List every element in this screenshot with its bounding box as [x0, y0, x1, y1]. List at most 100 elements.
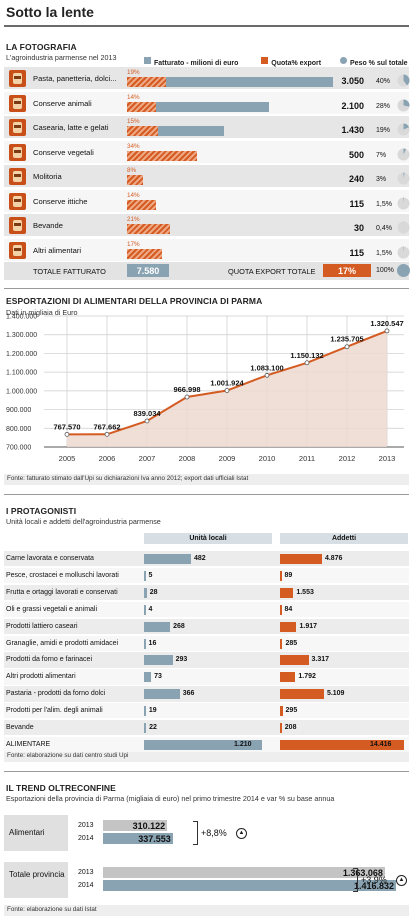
unita-locali-value: 482 — [194, 555, 206, 562]
unita-locali-bar — [144, 638, 146, 649]
col-header-addetti-bg — [280, 533, 408, 544]
trend-bracket — [193, 821, 198, 845]
trend-group-name: Alimentari — [9, 828, 45, 837]
trend-value: 1.416.832 — [353, 881, 394, 891]
up-arrow-icon: ▲ — [236, 828, 247, 839]
trend-year-label: 2013 — [78, 822, 94, 829]
trend-year-label: 2014 — [78, 882, 94, 889]
peso-value: 1,5% — [376, 249, 392, 257]
x-tick-label: 2006 — [99, 454, 116, 463]
peso-value: 3% — [376, 176, 387, 183]
peso-value: 19% — [376, 127, 391, 134]
fotografia-row-bg — [4, 238, 409, 261]
trend-group-name: Totale provincia — [9, 870, 65, 879]
x-tick-label: 2007 — [139, 454, 156, 463]
col-header-unita-bg — [144, 533, 272, 544]
addetti-bar — [280, 655, 309, 666]
unita-locali-value: 28 — [149, 588, 158, 596]
export-line-chart: 1.400.000 1.300.000 1.200.000 1.100.000 1.00… — [6, 314, 404, 463]
addetti-value: 1.553 — [296, 588, 314, 596]
addetti-bar — [280, 638, 283, 649]
quota-export-label: 14% — [127, 93, 140, 101]
unita-locali-bar — [144, 655, 173, 666]
fotografia-row-bg — [4, 189, 409, 212]
protagonisti-row-bg — [4, 567, 409, 584]
pasta-icon — [9, 70, 26, 87]
peso-pie-icon — [397, 246, 410, 258]
trend-subtitle: Esportazioni della provincia di Parma (m… — [6, 794, 335, 803]
legend-fatturato: Fatturato - milioni di euro — [154, 60, 239, 67]
addetti-bar — [280, 621, 297, 632]
peso-value: 0,4% — [376, 225, 392, 232]
quota-export-bar — [127, 199, 156, 210]
molitoria-icon — [9, 168, 26, 185]
unita-locali-value: 16 — [148, 639, 157, 647]
trend-footnote: Fonte: elaborazione su dati Istat — [4, 905, 409, 916]
trend-bar — [103, 820, 168, 831]
unita-locali-value: 293 — [175, 656, 188, 664]
unita-locali-bar — [144, 739, 262, 750]
quota-export-bar — [127, 175, 144, 185]
unita-locali-bar — [144, 604, 146, 615]
export-point — [184, 394, 190, 400]
quota-export-value: 17% — [323, 264, 371, 277]
trend-change-value: +8,8% — [201, 828, 227, 838]
fotografia-row-bg — [4, 165, 409, 187]
category-label: Molitoria — [33, 172, 62, 181]
y-tick-label: 1.000.000 — [6, 388, 37, 395]
quota-export-label: 21% — [127, 216, 140, 223]
quota-export-bar — [127, 126, 158, 136]
unita-locali-value: 22 — [149, 724, 157, 731]
protagonisti-category-label: Pastaria - prodotti da forno dolci — [6, 690, 106, 698]
trend-bar — [103, 867, 385, 878]
export-chart-title: ESPORTAZIONI DI ALIMENTARI DELLA PROVINC… — [6, 296, 263, 306]
category-label: Altri alimentari — [33, 245, 82, 255]
unita-locali-bar — [144, 554, 191, 564]
y-tick-label: 700.000 — [6, 445, 31, 452]
unita-locali-bar — [144, 570, 146, 581]
y-tick-label: 1.100.000 — [6, 370, 37, 377]
addetti-value: 3.317 — [311, 656, 330, 664]
quota-export-label: 34% — [127, 142, 140, 150]
unita-locali-bar — [144, 689, 180, 700]
category-label: Conserve animali — [33, 98, 92, 108]
protagonisti-category-label: Carne lavorata e conservata — [6, 555, 94, 562]
y-tick-label: 800.000 — [6, 426, 31, 433]
protagonisti-category-label: Prodotti lattiero caseari — [6, 622, 78, 630]
addetti-bar — [280, 570, 282, 581]
peso-value: 28% — [376, 102, 391, 110]
addetti-bar — [280, 723, 282, 733]
peso-pie-slice — [403, 74, 410, 86]
conserve-vegetali-icon — [9, 143, 26, 161]
y-tick-label: 1.200.000 — [6, 351, 37, 358]
quota-export-bar — [127, 224, 171, 234]
export-value-label: 1.001.924 — [210, 378, 244, 387]
protagonisti-row-bg — [4, 584, 409, 601]
addetti-value: 14.416 — [370, 740, 392, 748]
unita-locali-value: 268 — [173, 622, 185, 630]
trend-bracket — [353, 868, 358, 892]
total-fatturato-label: TOTALE FATTURATO — [33, 267, 106, 276]
fatturato-value: 500 — [348, 149, 364, 160]
fatturato-bar — [127, 126, 224, 136]
quota-export-label: 19% — [127, 69, 140, 76]
addetti-bar — [280, 739, 404, 750]
addetti-bar — [280, 587, 294, 598]
fatturato-value: 115 — [349, 198, 364, 209]
fatturato-value: 1.430 — [341, 125, 364, 135]
quota-export-bar — [127, 248, 163, 259]
addetti-bar — [280, 672, 296, 683]
y-tick-label: 1.300.000 — [6, 332, 37, 339]
export-point — [224, 388, 230, 393]
quota-export-bar — [127, 101, 156, 112]
x-tick-label: 2005 — [59, 454, 76, 463]
y-tick-label: 900.000 — [6, 407, 31, 414]
addetti-value: 89 — [284, 571, 293, 579]
quota-export-bar — [127, 77, 167, 87]
protagonisti-title: I PROTAGONISTI — [6, 506, 77, 516]
export-value-label: 839.034 — [133, 409, 161, 418]
section-divider-1 — [4, 288, 409, 289]
fatturato-value: 3.050 — [341, 76, 364, 86]
trend-year-label: 2014 — [78, 835, 94, 842]
peso-pie-icon — [397, 99, 410, 111]
